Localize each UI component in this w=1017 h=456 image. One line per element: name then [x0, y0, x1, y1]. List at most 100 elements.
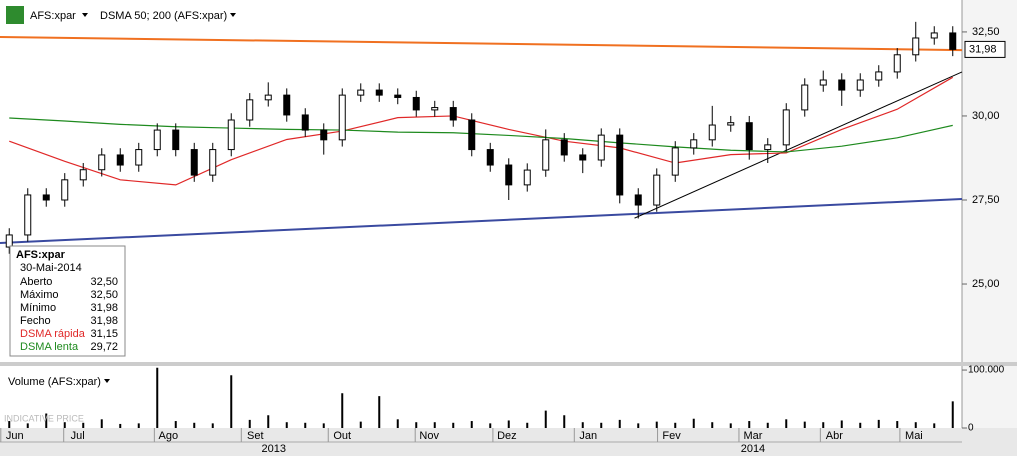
volume-bar: [859, 422, 862, 428]
volume-bar: [211, 423, 214, 428]
candle-body: [431, 107, 439, 111]
legend-label: DSMA lenta: [20, 341, 79, 353]
candle-body: [893, 54, 901, 73]
candle-body: [375, 89, 383, 96]
volume-bar: [322, 423, 325, 428]
x-tick-label: Abr: [826, 430, 843, 442]
volume-bar: [822, 422, 825, 428]
volume-bar: [748, 421, 751, 428]
x-tick-label: Nov: [419, 430, 439, 442]
year-label: 2014: [741, 443, 765, 455]
volume-bar: [119, 423, 122, 428]
dropdown-arrow[interactable]: [104, 379, 110, 383]
trendline: [0, 35, 963, 52]
volume-bar: [766, 422, 769, 428]
candle-body: [579, 154, 587, 161]
volume-bar: [655, 421, 658, 428]
volume-bar: [489, 423, 492, 428]
volume-bar: [563, 415, 566, 428]
info-value: 32,50: [90, 289, 118, 301]
candle-body: [690, 139, 698, 149]
indicator-selector[interactable]: DSMA 50; 200 (AFS:xpar): [100, 10, 227, 22]
volume-bar: [785, 419, 788, 428]
last-price-box: [964, 40, 1006, 58]
candle-body: [745, 122, 753, 151]
volume-bar: [359, 421, 362, 428]
info-value: 31,98: [90, 315, 118, 327]
volume-bar: [507, 420, 510, 428]
info-box: AFS:xpar 30-Mai-2014: [9, 245, 126, 357]
candle-body: [227, 119, 235, 151]
candle-body: [172, 129, 180, 151]
volume-bar: [544, 410, 547, 428]
candle-body: [856, 79, 864, 91]
candle-body: [209, 149, 217, 176]
volume-bar: [267, 415, 270, 428]
volume-title[interactable]: Volume (AFS:xpar): [8, 376, 101, 388]
info-label: Máximo: [20, 289, 59, 301]
volume-bar: [304, 422, 307, 428]
volume-bar: [674, 422, 677, 428]
volume-bar: [378, 396, 381, 428]
candle-body: [98, 154, 106, 171]
volume-bar: [137, 423, 140, 428]
x-tick-label: Dez: [497, 430, 517, 442]
candle-body: [449, 107, 457, 121]
info-date: 30-Mai-2014: [20, 262, 82, 274]
volume-bar: [914, 422, 917, 428]
candle-body: [79, 169, 87, 181]
symbol-selector[interactable]: AFS:xpar: [30, 10, 76, 22]
x-tick-label: Out: [333, 430, 351, 442]
candle-body: [394, 94, 402, 98]
volume-bar: [526, 422, 529, 428]
y-tick-label: 25,00: [972, 278, 1000, 290]
candle-body: [42, 194, 50, 201]
x-tick-label: Mai: [905, 430, 923, 442]
volume-bar: [637, 423, 640, 428]
candle-body: [875, 71, 883, 81]
volume-bar: [100, 419, 103, 428]
candle-body: [616, 134, 624, 196]
candle-body: [357, 89, 365, 96]
x-tick-label: Fev: [662, 430, 681, 442]
x-tick-label: Jan: [579, 430, 597, 442]
candle-body: [61, 179, 69, 201]
candle-body: [838, 79, 846, 91]
volume-bar: [951, 401, 954, 428]
candle-body: [153, 129, 161, 151]
volume-bar: [692, 418, 695, 428]
info-label: Mínimo: [20, 302, 56, 314]
app-icon[interactable]: [6, 6, 24, 24]
candle-body: [320, 129, 328, 141]
candle-body: [819, 79, 827, 86]
candle-body: [597, 134, 605, 161]
info-box-frame: [9, 245, 126, 357]
candle-body: [930, 32, 938, 39]
dropdown-arrow[interactable]: [230, 13, 236, 17]
candle-body: [912, 37, 920, 56]
x-tick-label: Jul: [71, 430, 85, 442]
candle-body: [727, 122, 735, 126]
volume-bar: [341, 393, 344, 428]
y-tick-label: 32,50: [972, 26, 1000, 38]
x-tick-label: Set: [247, 430, 264, 442]
dropdown-arrow[interactable]: [82, 13, 88, 17]
legend-value: 31,15: [90, 328, 118, 340]
volume-bar: [8, 421, 11, 428]
candle-body: [523, 169, 531, 186]
year-label: 2013: [262, 443, 286, 455]
x-tick-label: Mar: [743, 430, 762, 442]
volume-bar: [618, 419, 621, 428]
volume-bar: [600, 422, 603, 428]
x-tick-label: Ago: [159, 430, 179, 442]
volume-bar: [877, 419, 880, 428]
volume-bar: [156, 367, 159, 428]
trendline: [0, 197, 963, 245]
price-axis-bg: [962, 0, 1017, 428]
volume-bar: [396, 419, 399, 428]
y-tick-label: 30,00: [972, 110, 1000, 122]
candle-body: [486, 149, 494, 166]
volume-bar: [45, 413, 48, 428]
